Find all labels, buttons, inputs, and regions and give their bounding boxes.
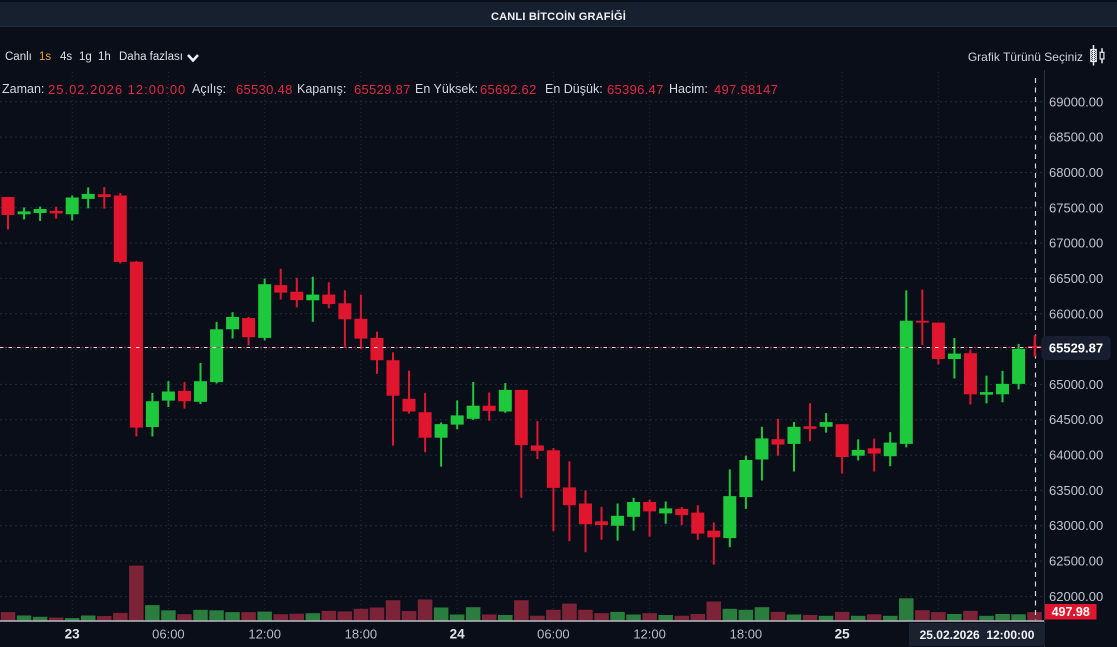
- svg-text:12:00: 12:00: [633, 627, 666, 642]
- svg-text:06:00: 06:00: [537, 627, 570, 642]
- svg-text:62500.00: 62500.00: [1049, 554, 1103, 569]
- svg-text:66000.00: 66000.00: [1049, 306, 1103, 321]
- svg-text:25.02.2026 12:00:00: 25.02.2026 12:00:00: [920, 628, 1035, 642]
- svg-text:69000.00: 69000.00: [1049, 94, 1103, 109]
- svg-text:65000.00: 65000.00: [1049, 377, 1103, 392]
- svg-text:63000.00: 63000.00: [1049, 518, 1103, 533]
- svg-text:67500.00: 67500.00: [1049, 200, 1103, 215]
- svg-text:06:00: 06:00: [152, 627, 185, 642]
- svg-text:12:00: 12:00: [248, 627, 281, 642]
- svg-text:24: 24: [450, 627, 466, 642]
- svg-text:68000.00: 68000.00: [1049, 165, 1103, 180]
- svg-text:23: 23: [65, 627, 81, 642]
- svg-text:18:00: 18:00: [730, 627, 763, 642]
- svg-text:25: 25: [835, 627, 851, 642]
- svg-text:66500.00: 66500.00: [1049, 271, 1103, 286]
- svg-text:64000.00: 64000.00: [1049, 448, 1103, 463]
- svg-text:67000.00: 67000.00: [1049, 236, 1103, 251]
- svg-text:18:00: 18:00: [345, 627, 378, 642]
- svg-text:62000.00: 62000.00: [1049, 589, 1103, 604]
- svg-text:68500.00: 68500.00: [1049, 130, 1103, 145]
- svg-text:63500.00: 63500.00: [1049, 483, 1103, 498]
- svg-text:64500.00: 64500.00: [1049, 412, 1103, 427]
- svg-text:497.98: 497.98: [1052, 605, 1090, 619]
- svg-text:65529.87: 65529.87: [1049, 341, 1103, 356]
